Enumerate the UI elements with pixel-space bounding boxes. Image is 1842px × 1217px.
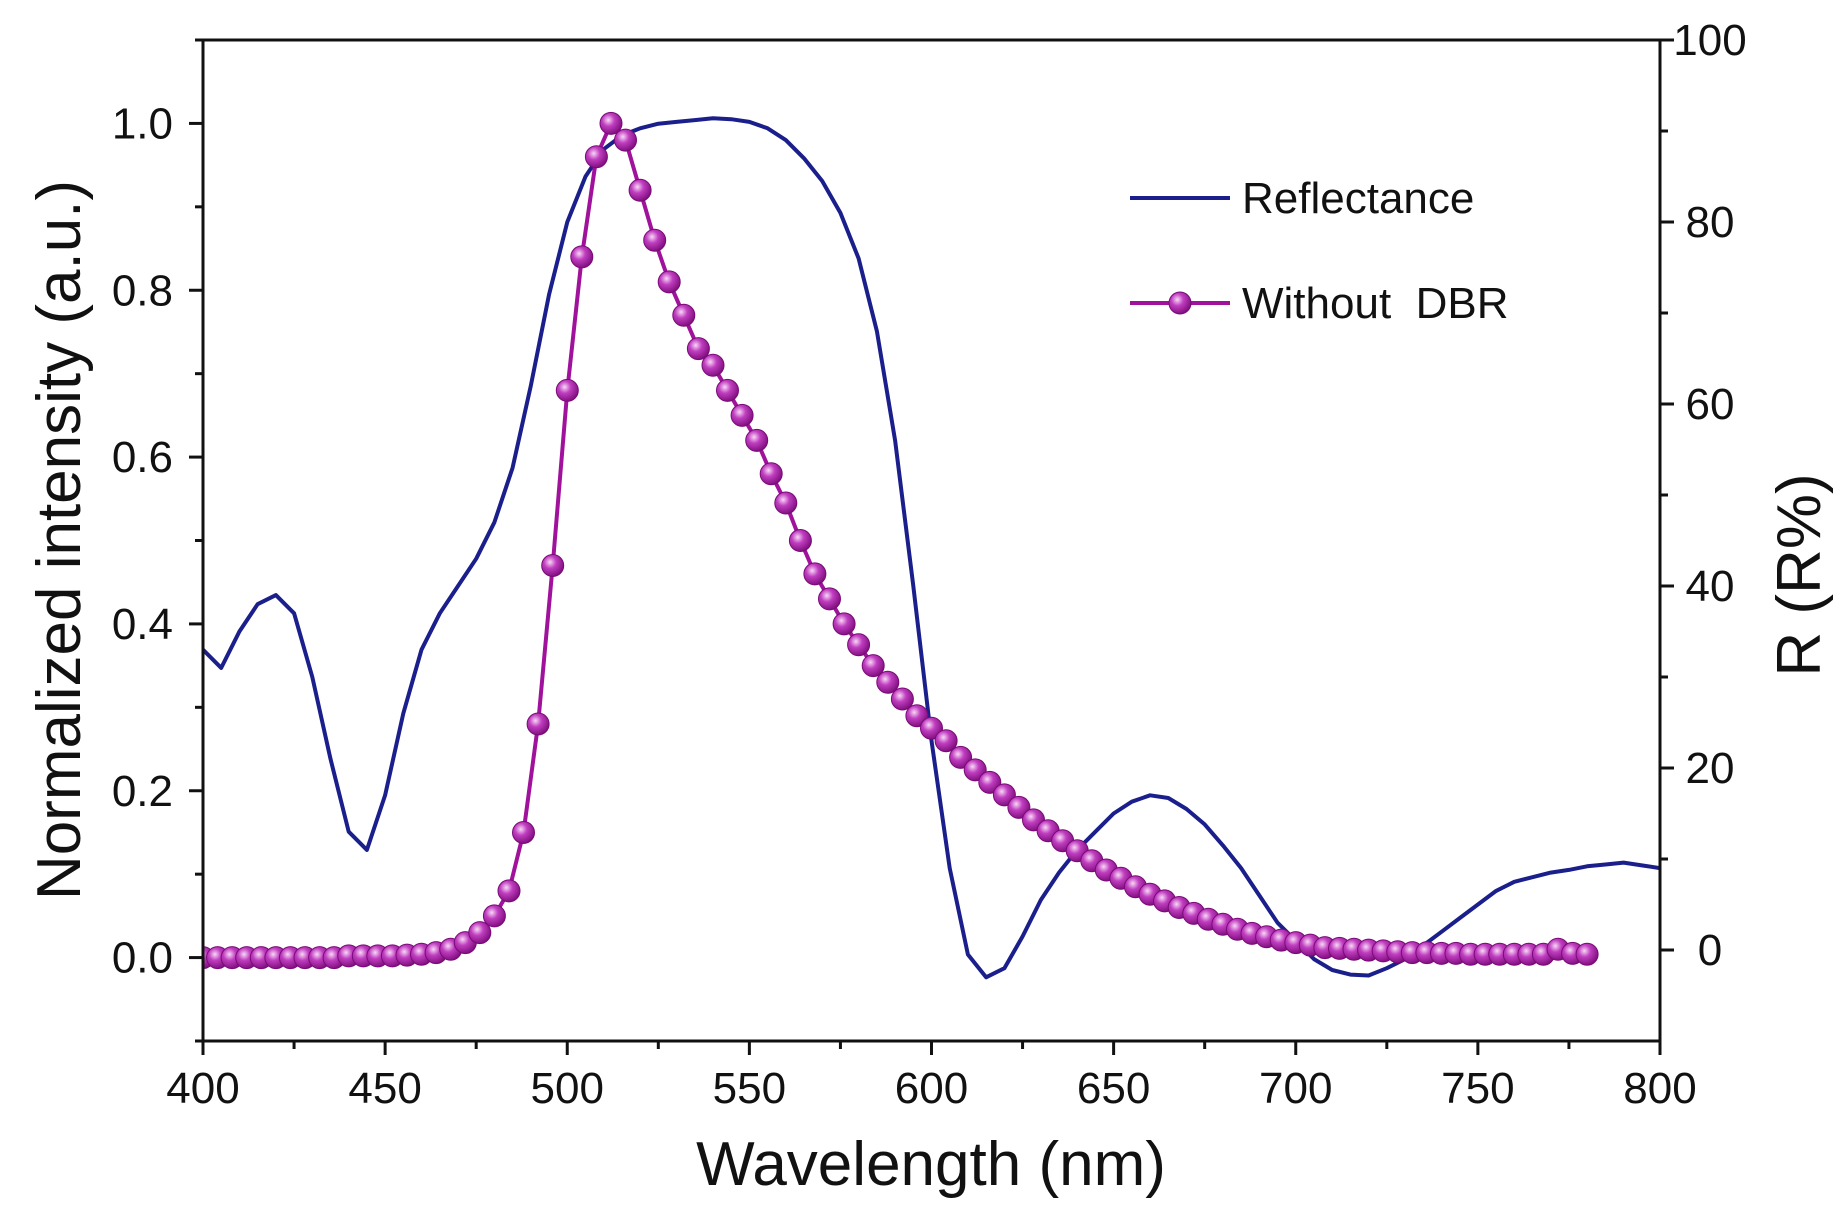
y-left-tick-label: 0.0 [112,934,173,983]
data-point-without-dbr [788,529,812,552]
series-line-without-dbr [203,121,1588,960]
data-point-without-dbr [686,337,710,361]
x-tick-label: 750 [1441,1064,1514,1113]
y-right-tick-label: 20 [1686,744,1735,793]
data-point-without-dbr [555,378,579,402]
data-point-without-dbr [774,491,798,515]
y-left-tick-label: 0.8 [112,266,173,315]
data-point-without-dbr [497,879,521,903]
x-tick-label: 450 [348,1064,421,1113]
data-point-without-dbr [832,612,856,636]
data-point-without-dbr [890,687,914,711]
y-right-axis-title: R (R%) [1765,473,1834,676]
data-point-without-dbr [657,270,681,294]
x-tick-label: 500 [531,1064,604,1113]
legend: Reflectance Without DBR [1130,174,1509,328]
x-axis-title: Wavelength (nm) [696,1130,1166,1199]
data-point-without-dbr [512,821,535,844]
axis-ticks: 400 450 500 550 600 650 700 750 8000.00.20.40.60… [112,16,1747,1113]
data-point-without-dbr [482,904,506,928]
legend-label-without-dbr: Without DBR [1242,279,1509,328]
data-point-without-dbr [730,403,754,427]
plot-area [203,111,1660,980]
data-point-without-dbr [934,729,958,753]
data-point-without-dbr [570,245,594,269]
data-point-without-dbr [745,428,769,452]
data-point-without-dbr [541,554,565,577]
data-point-without-dbr [861,654,885,678]
legend-label-reflectance: Reflectance [1242,174,1474,223]
data-point-without-dbr [716,378,739,402]
y-left-axis-title: Normalized intensity (a.u.) [25,180,94,900]
y-left-tick-label: 0.6 [112,433,173,482]
x-tick-label: 650 [1077,1064,1150,1113]
data-point-without-dbr [818,587,841,611]
x-tick-label: 600 [895,1064,968,1113]
data-point-without-dbr [628,178,652,202]
data-point-without-dbr [614,128,637,152]
data-point-without-dbr [803,562,827,586]
y-right-tick-label: 60 [1686,380,1735,429]
data-point-without-dbr [584,145,608,169]
data-point-without-dbr [599,111,623,135]
x-tick-label: 550 [713,1064,786,1113]
data-point-without-dbr [1575,942,1599,966]
y-left-tick-label: 0.4 [112,600,173,649]
data-point-without-dbr [847,633,871,657]
y-left-tick-label: 0.2 [112,767,173,816]
data-point-without-dbr [468,921,492,945]
data-point-without-dbr [701,353,725,377]
y-right-tick-label: 40 [1686,562,1735,611]
x-tick-label: 700 [1259,1064,1332,1113]
data-point-without-dbr [672,303,696,327]
x-tick-label: 800 [1623,1064,1696,1113]
data-point-without-dbr [643,228,667,252]
y-right-tick-label: 0 [1698,926,1722,975]
series-line-reflectance [203,116,1660,980]
legend-marker-without-dbr [1168,291,1192,315]
data-point-without-dbr [526,712,550,736]
x-tick-label: 400 [166,1064,239,1113]
y-right-tick-label: 100 [1673,16,1746,65]
y-right-tick-label: 80 [1686,198,1735,247]
y-left-tick-label: 1.0 [112,99,173,148]
data-point-without-dbr [876,670,900,694]
data-point-without-dbr [759,462,783,486]
